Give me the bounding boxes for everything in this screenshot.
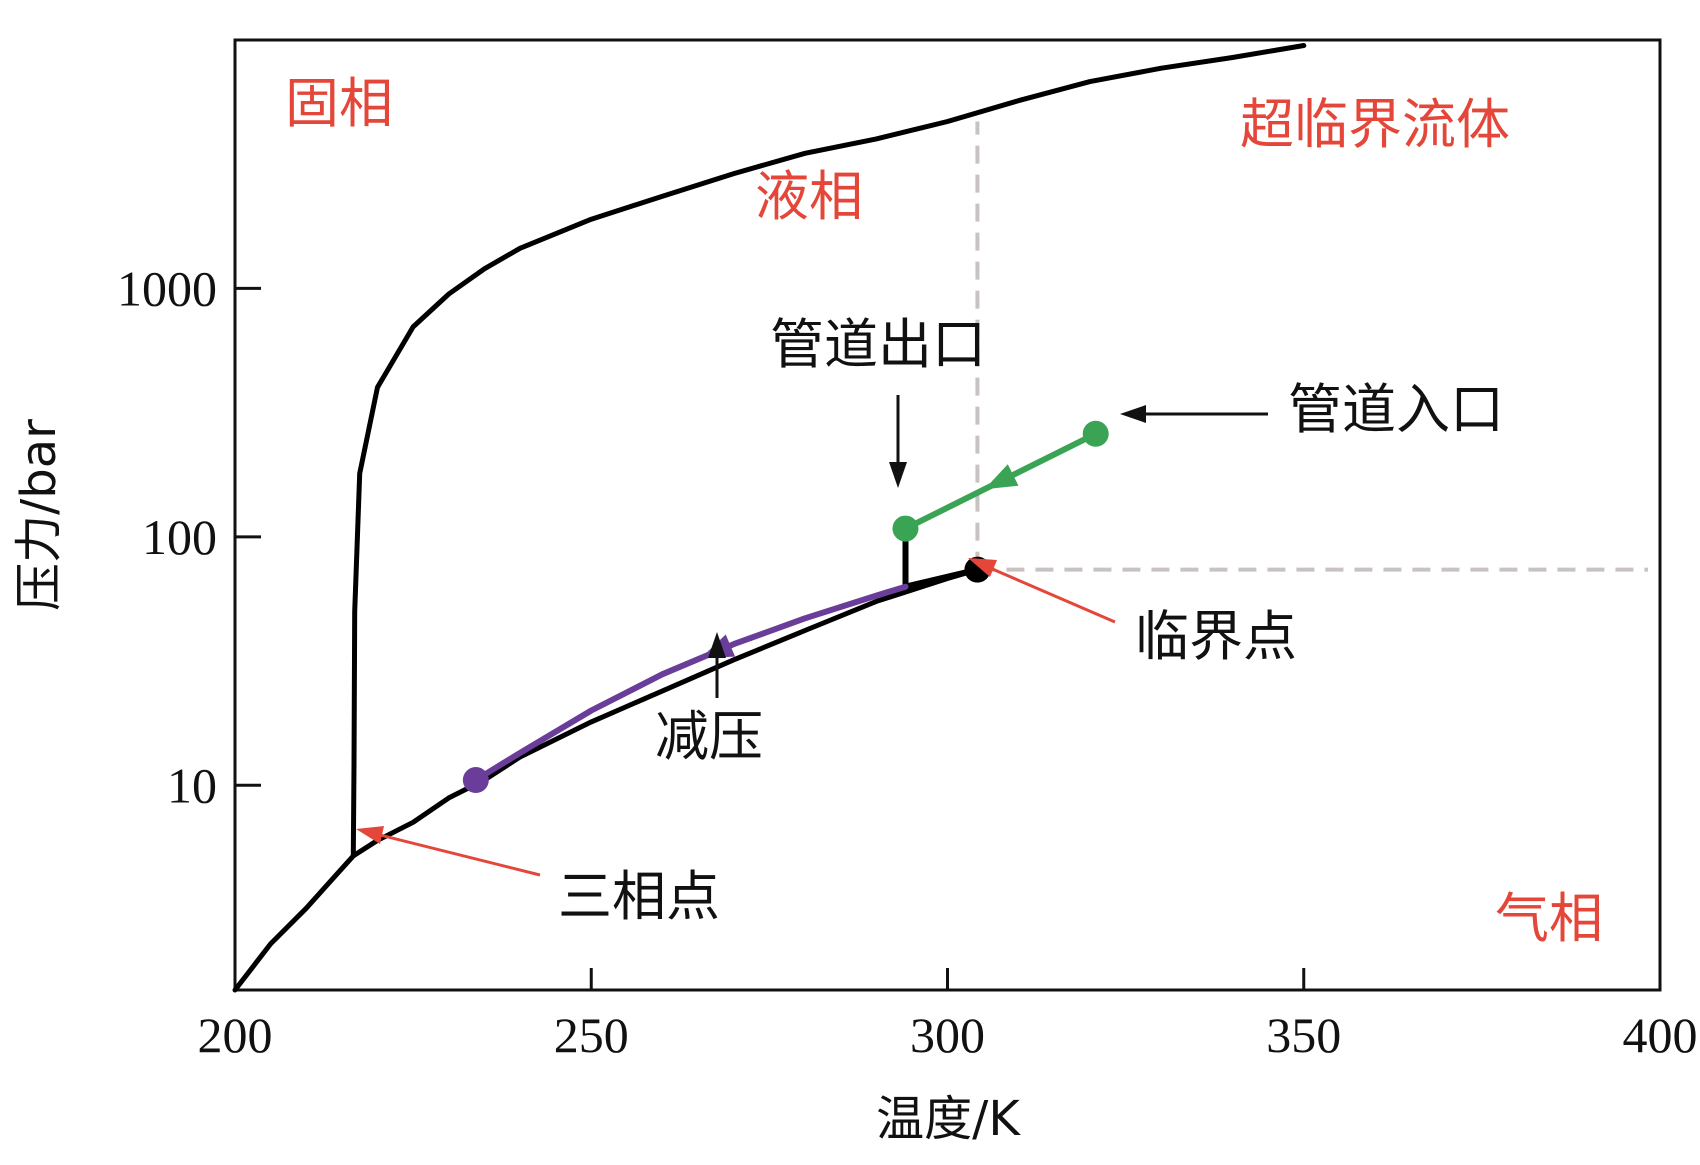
pipe-outlet-label: 管道出口 — [770, 313, 986, 376]
x-tick-label: 250 — [554, 1007, 629, 1063]
x-tick-label: 350 — [1266, 1007, 1341, 1063]
x-tick-label: 300 — [910, 1007, 985, 1063]
decompression-arrow — [708, 632, 726, 698]
region-gas-label: 气相 — [1495, 887, 1603, 950]
phase-boundaries — [232, 43, 1307, 993]
vaporization-curve — [350, 567, 980, 859]
plot-frame — [233, 38, 1662, 992]
critical-point-label: 临界点 — [1135, 605, 1297, 668]
region-liquid-label: 液相 — [755, 165, 863, 228]
x-tick-label: 200 — [198, 1007, 273, 1063]
critical-point-arrow — [968, 558, 1116, 624]
ticks-layer: 200 250 300 350 400 10 100 1000 — [117, 260, 1698, 1063]
x-axis-label: 温度/K — [876, 1091, 1021, 1147]
sublimation-curve — [232, 853, 356, 993]
y-tick-label: 10 — [167, 757, 217, 813]
direction-arrowhead — [984, 464, 1019, 490]
triple-point-label: 三相点 — [558, 865, 720, 928]
region-solid-label: 固相 — [285, 72, 393, 135]
pipe-inlet-arrow — [1120, 405, 1268, 423]
process-series-line — [902, 525, 981, 590]
process-point — [1082, 420, 1109, 447]
region-supercritical-label: 超临界流体 — [1240, 93, 1510, 156]
pipe-inlet-label: 管道入口 — [1288, 378, 1504, 441]
process-point — [462, 767, 489, 794]
melting-curve — [350, 43, 1307, 859]
process-series-line — [472, 583, 909, 783]
critical-guides — [975, 121, 1648, 572]
y-tick-label: 1000 — [117, 260, 217, 316]
triple-point-arrow — [356, 826, 541, 877]
process-series — [472, 430, 1099, 783]
y-axis-label: 压力/bar — [11, 419, 67, 611]
decompression-label: 减压 — [655, 705, 763, 768]
pipe-outlet-arrow — [889, 395, 907, 488]
y-tick-label: 100 — [142, 509, 217, 565]
process-points — [462, 420, 1109, 794]
x-tick-label: 400 — [1623, 1007, 1698, 1063]
annotation-arrows — [356, 395, 1268, 877]
process-point — [892, 515, 919, 542]
